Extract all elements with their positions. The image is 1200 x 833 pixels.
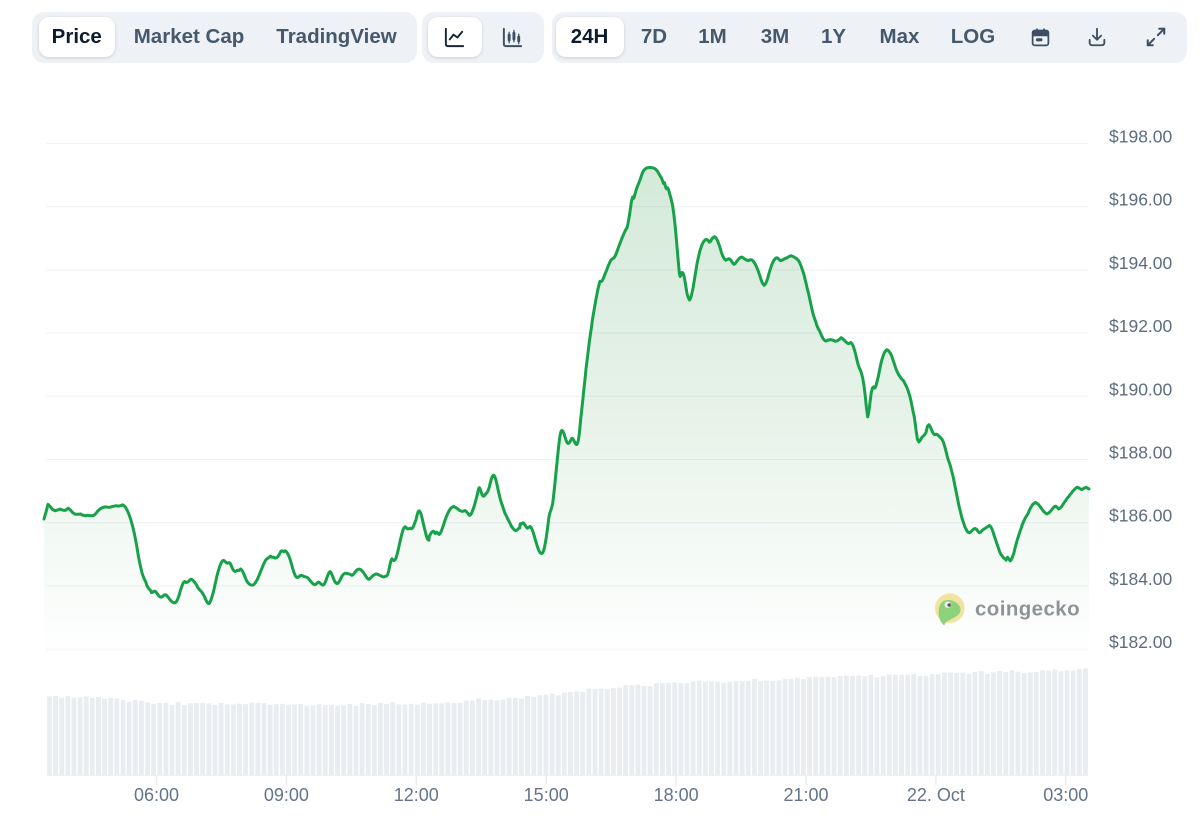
svg-text:$188.00: $188.00 — [1109, 443, 1173, 463]
svg-text:$192.00: $192.00 — [1109, 316, 1173, 336]
svg-text:$186.00: $186.00 — [1109, 506, 1173, 526]
svg-text:12:00: 12:00 — [394, 785, 439, 805]
svg-text:$190.00: $190.00 — [1109, 379, 1173, 399]
svg-text:03:00: 03:00 — [1043, 785, 1088, 805]
svg-text:18:00: 18:00 — [654, 785, 699, 805]
svg-text:$182.00: $182.00 — [1109, 632, 1173, 652]
svg-text:$196.00: $196.00 — [1109, 190, 1173, 210]
svg-text:$184.00: $184.00 — [1109, 569, 1173, 589]
svg-text:$198.00: $198.00 — [1109, 127, 1173, 147]
svg-text:$194.00: $194.00 — [1109, 253, 1173, 273]
svg-text:22. Oct: 22. Oct — [907, 785, 965, 805]
svg-text:06:00: 06:00 — [134, 785, 179, 805]
svg-text:coingecko: coingecko — [975, 598, 1080, 621]
svg-text:09:00: 09:00 — [264, 785, 309, 805]
svg-text:15:00: 15:00 — [524, 785, 569, 805]
svg-text:21:00: 21:00 — [783, 785, 828, 805]
